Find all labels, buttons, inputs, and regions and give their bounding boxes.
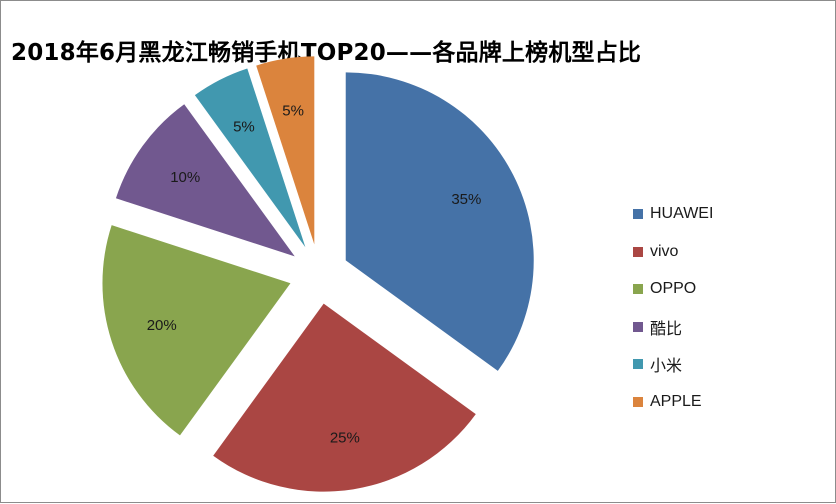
legend-label: 小米: [650, 358, 683, 376]
legend-label: APPLE: [650, 393, 702, 410]
chart-title: 2018年6月黑龙江畅销手机TOP20——各品牌上榜机型占比: [11, 40, 642, 66]
legend-swatch: [633, 246, 643, 257]
legend-swatch: [633, 397, 643, 407]
legend-item-1: HUAWEI: [633, 203, 713, 225]
data-label-2: 25%: [330, 429, 360, 446]
data-label-4: 10%: [170, 169, 200, 186]
pie-slice-1: [345, 72, 534, 371]
data-label-1: 35%: [451, 191, 481, 208]
legend-item-5: 小米: [633, 353, 682, 375]
pie-slice-4: [115, 104, 295, 257]
legend-item-2: vivo: [633, 241, 678, 263]
legend-item-3: OPPO: [633, 278, 696, 300]
legend-swatch: [633, 284, 643, 295]
legend-swatch: [633, 209, 643, 219]
pie-slice-2: [213, 303, 476, 492]
legend-label: OPPO: [650, 280, 697, 298]
data-label-5: 5%: [233, 119, 255, 136]
data-label-6: 5%: [282, 103, 304, 120]
pie-slice-5: [194, 68, 306, 248]
data-label-3: 20%: [147, 317, 177, 334]
legend-item-4: 酷比: [633, 316, 682, 338]
legend-label: HUAWEI: [650, 205, 714, 222]
legend-item-6: APPLE: [633, 391, 702, 413]
pie-slice-3: [102, 225, 291, 436]
legend-swatch: [633, 321, 643, 332]
legend-label: vivo: [650, 242, 679, 260]
legend-label: 酷比: [650, 320, 683, 338]
legend-swatch: [633, 359, 643, 370]
pie-slice-6: [256, 56, 315, 245]
